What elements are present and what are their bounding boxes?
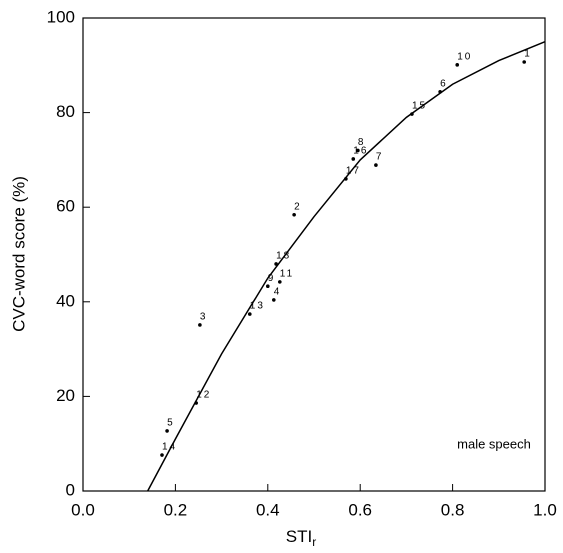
y-tick-label: 60 [56,197,75,216]
point-label: 9 [268,273,276,284]
data-point [410,112,414,116]
x-tick-label: 0.6 [348,500,372,519]
point-label: 10 [457,51,472,62]
point-label: 11 [280,269,294,280]
y-tick-label: 80 [56,102,75,121]
y-tick-label: 20 [56,386,75,405]
point-label: 8 [358,137,366,148]
data-point [272,298,276,302]
data-point [344,177,348,181]
y-tick-label: 40 [56,291,75,310]
point-label: 14 [162,442,177,453]
data-point [274,262,278,266]
point-label: 7 [376,152,384,163]
point-label: 6 [440,78,448,89]
x-axis-label-main: STI [286,527,312,546]
point-label: 2 [294,201,302,212]
data-point [160,453,164,457]
data-point [278,280,282,284]
data-point [247,312,252,316]
x-tick-label: 0.0 [71,500,95,519]
point-label: 12 [196,390,211,401]
plot-frame [82,17,546,492]
data-point [198,323,202,327]
point-label: 18 [276,251,291,262]
data-point [292,212,296,217]
data-point [455,63,460,67]
y-tick-label: 100 [47,7,75,26]
point-label: 4 [274,287,282,298]
data-point [374,163,378,167]
point-label: 13 [250,301,265,312]
x-tick-label: 0.2 [164,500,188,519]
x-axis-label: STIr [286,527,316,549]
point-label: 3 [200,312,208,323]
x-tick-label: 0.4 [256,500,280,519]
y-axis-label: CVC-word score (%) [9,176,28,332]
data-point [165,429,169,433]
point-label: 1 [524,49,532,60]
data-point [438,89,442,94]
point-label: 5 [167,418,175,429]
data-point [266,284,270,288]
annotation: male speech [457,436,531,451]
y-tick-label: 0 [66,480,75,499]
data-point [351,157,356,161]
data-point [194,401,198,405]
fit-curve [147,40,546,492]
data-point [356,148,360,153]
data-point [522,60,527,64]
point-label: 17 [346,165,361,176]
x-tick-label: 0.8 [441,500,465,519]
x-tick-label: 1.0 [533,500,557,519]
point-label: 16 [353,146,368,157]
point-label: 15 [412,101,427,112]
x-axis-label-sub: r [312,535,316,549]
